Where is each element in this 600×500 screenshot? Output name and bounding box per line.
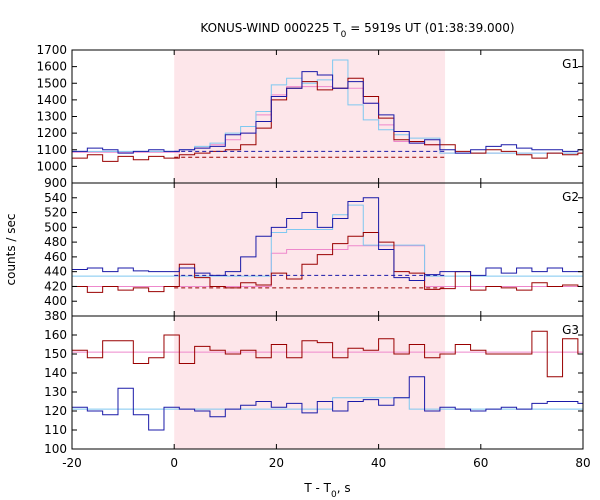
y-tick-label: 1000 [36,159,67,173]
y-axis-label: counts / sec [4,213,18,285]
y-tick-label: 100 [44,442,67,456]
x-tick-label: 80 [575,456,590,470]
x-tick-label: 60 [473,456,488,470]
y-tick-label: 1100 [36,143,67,157]
y-tick-label: 1300 [36,110,67,124]
panel-plot-area [72,59,583,162]
y-tick-label: 150 [44,347,67,361]
y-tick-label: 440 [44,265,67,279]
y-tick-label: 140 [44,366,67,380]
y-tick-label: 130 [44,385,67,399]
chart-title-prefix: KONUS-WIND 000225 T [200,21,341,35]
x-axis-label-subscript: 0 [331,490,337,500]
series-dark-red-g2 [72,232,583,293]
y-tick-label: 1700 [36,43,67,57]
series-blue-g3 [72,376,583,431]
panel-label: G2 [562,190,579,204]
x-tick-label: 20 [269,456,284,470]
panel-label: G1 [562,57,579,71]
y-tick-label: 900 [44,176,67,190]
chart-title: KONUS-WIND 000225 T0 = 5919s UT (01:38:3… [200,21,514,40]
y-tick-label: 500 [44,220,67,234]
y-tick-label: 120 [44,404,67,418]
y-tick-label: 1500 [36,76,67,90]
y-tick-label: 380 [44,309,67,323]
panel-g3: 100 110 120 130 140 150 160 G3 [44,315,584,456]
x-tick-label: 40 [371,456,386,470]
panel-label: G3 [562,323,579,337]
y-tick-label: 460 [44,250,67,264]
y-tick-label: 1400 [36,93,67,107]
x-tick-label: -20 [62,456,82,470]
x-axis-label-prefix: T - T [303,481,331,495]
chart-title-suffix: = 5919s UT (01:38:39.000) [346,21,514,35]
y-tick-label: 400 [44,294,67,308]
y-tick-label: 1200 [36,126,67,140]
chart-title-subscript: 0 [341,30,347,40]
y-tick-label: 540 [44,191,67,205]
y-tick-label: 480 [44,235,67,249]
series-dark-red-g1 [72,77,583,162]
x-axis-label: T - T0, s [303,481,350,500]
panel-plot-area [72,197,583,293]
series-blue-g2 [72,197,583,282]
series-dark-red-g3 [72,330,583,378]
y-tick-label: 110 [44,423,67,437]
y-tick-label: 420 [44,279,67,293]
panel-frame [71,315,584,450]
panel-plot-area [72,330,583,431]
y-tick-label: 1600 [36,60,67,74]
y-tick-label: 520 [44,206,67,220]
x-axis-label-suffix: , s [337,481,351,495]
series-blue-g1 [72,71,583,154]
series-light-blue-g2 [72,204,583,277]
y-tick-label: 160 [44,328,67,342]
x-tick-label: 0 [170,456,178,470]
